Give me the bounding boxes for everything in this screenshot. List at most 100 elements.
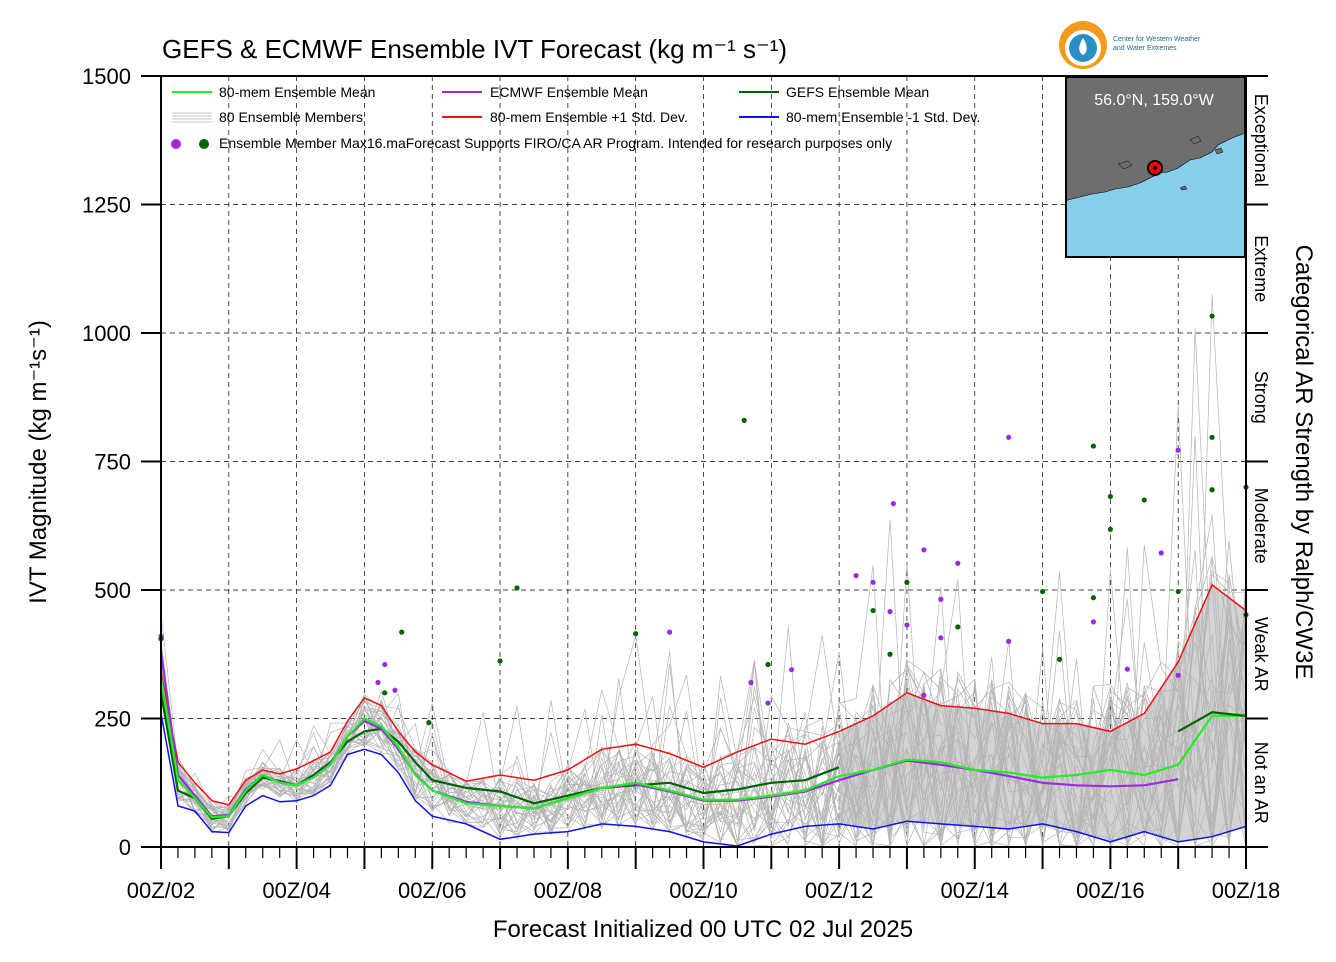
ecmwf-max-point <box>765 700 771 706</box>
y-tick-label: 750 <box>94 450 131 475</box>
ecmwf-max-point <box>789 667 795 673</box>
y-tick-label: 1000 <box>82 321 131 346</box>
gefs-max-point <box>870 607 876 614</box>
x-tick-label: 00Z/16 <box>1076 878 1145 903</box>
ensemble-member-line <box>161 573 1246 847</box>
legend-mean: 80-mem Ensemble Mean <box>219 84 375 100</box>
ensemble-member-line <box>161 405 1246 847</box>
ecmwf-max-point <box>1158 550 1164 556</box>
ensemble-member-line <box>161 685 1246 847</box>
ecmwf-max-point <box>938 635 944 641</box>
ensemble-mean-line <box>161 677 840 819</box>
y-tick-label: 500 <box>94 578 131 603</box>
gefs-max-point <box>1039 588 1046 595</box>
ensemble-member-line <box>161 641 1246 847</box>
gefs-max-point <box>1090 595 1097 601</box>
ecmwf-max-point <box>870 579 876 585</box>
legend-members: 80 Ensemble Members <box>219 109 363 125</box>
ecmwf-max-point <box>1006 434 1012 440</box>
ecmwf-max-point <box>392 687 398 693</box>
logo-text-line1: Center for Western Weather <box>1113 36 1201 43</box>
inset-map: 56.0°N, 159.0°W <box>1065 76 1246 258</box>
gefs-max-point <box>382 690 388 696</box>
gefs-max-point <box>955 624 961 630</box>
gefs-max-point <box>1090 443 1097 449</box>
gefs-max-point <box>633 631 639 637</box>
legend-max-note: Ensemble Member Max16.maForecast Support… <box>219 135 892 151</box>
x-tick-label: 00Z/04 <box>262 878 331 903</box>
ecmwf-max-point <box>853 573 859 579</box>
max-points <box>158 313 1249 726</box>
y-tick-label: 1250 <box>82 193 131 218</box>
plus-sd-line <box>161 583 1246 806</box>
ecmwf-max-point <box>1175 447 1181 453</box>
logo-text-line2: and Water Extremes <box>1113 45 1177 52</box>
x-tick-label: 00Z/12 <box>805 878 874 903</box>
y-axis-label: IVT Magnitude (kg m⁻¹s⁻¹) <box>25 320 52 604</box>
ecmwf-max-point <box>921 692 927 698</box>
ecmwf-max-point <box>938 596 944 602</box>
x-tick-label: 00Z/08 <box>534 878 603 903</box>
y-tick-label: 0 <box>119 835 131 860</box>
gefs-mean-line-late <box>1177 711 1246 733</box>
ecmwf-max-point <box>904 622 910 628</box>
category-label: Extreme <box>1251 235 1271 302</box>
legend: 80-mem Ensemble Mean ECMWF Ensemble Mean… <box>171 84 980 151</box>
gefs-max-point <box>1209 313 1215 319</box>
legend-ecmwf: ECMWF Ensemble Mean <box>490 84 648 100</box>
y-axis: 0 250 500 750 1000 1250 1500 <box>82 64 161 860</box>
ecmwf-max-point <box>955 560 961 566</box>
legend-gefs: GEFS Ensemble Mean <box>786 84 929 100</box>
ensemble-member-line <box>161 620 1246 847</box>
gefs-max-point <box>1107 493 1113 500</box>
gefs-max-point <box>887 651 893 657</box>
gefs-max-point <box>1175 588 1181 595</box>
x-axis: 00Z/02 00Z/04 00Z/06 00Z/08 00Z/10 00Z/12 00Z/… <box>127 847 1281 903</box>
gefs-max-point <box>1209 434 1215 440</box>
ensemble-member-line <box>161 575 1246 847</box>
category-label: Strong <box>1251 371 1271 424</box>
gefs-max-point <box>497 658 503 664</box>
x-tick-label: 00Z/14 <box>941 878 1010 903</box>
category-label: Moderate <box>1251 488 1271 564</box>
chart-title: GEFS & ECMWF Ensemble IVT Forecast (kg m… <box>162 34 787 64</box>
ecmwf-max-point <box>887 608 893 615</box>
x-axis-label: Forecast Initialized 00 UTC 02 Jul 2025 <box>493 916 913 943</box>
inset-location-label: 56.0°N, 159.0°W <box>1094 92 1214 109</box>
ecmwf-max-point <box>890 501 896 507</box>
minus-sd-line <box>161 713 1246 847</box>
category-label: Weak AR <box>1251 617 1271 692</box>
ensemble-member-line <box>161 556 1246 847</box>
ensemble-members <box>161 294 1246 847</box>
ecmwf-max-point <box>921 547 927 553</box>
x-tick-label: 00Z/18 <box>1212 878 1281 903</box>
y-tick-label: 250 <box>94 707 131 732</box>
ecmwf-max-point <box>666 629 673 635</box>
ecmwf-max-point <box>1006 638 1012 645</box>
gefs-max-point <box>1056 656 1063 662</box>
gefs-max-point <box>426 720 432 726</box>
gefs-max-point <box>904 579 910 585</box>
ecmwf-max-point <box>1124 666 1130 672</box>
right-category-axis: Not an AR Weak AR Moderate Strong Extreme Exc… <box>1246 75 1271 848</box>
ecmwf-max-point <box>1175 672 1181 678</box>
right-axis-label: Categorical AR Strength by Ralph/CW3E <box>1290 245 1317 680</box>
category-label: Exceptional <box>1251 94 1271 187</box>
ensemble-mean-line-late <box>838 714 1246 779</box>
ecmwf-max-point <box>382 661 388 668</box>
ecmwf-max-point <box>375 679 381 686</box>
gefs-max-point <box>765 661 771 668</box>
gefs-max-point <box>1107 526 1113 532</box>
cw3e-logo: Center for Western Weather and Water Ext… <box>1059 21 1201 69</box>
ecmwf-max-point <box>1090 619 1097 625</box>
gefs-max-point <box>399 629 405 635</box>
legend-plus-sd: 80-mem Ensemble +1 Std. Dev. <box>490 109 688 125</box>
gefs-max-point <box>1209 487 1215 493</box>
legend-minus-sd: 80-mem Ensemble -1 Std. Dev. <box>786 109 980 125</box>
ecmwf-max-point <box>748 679 754 686</box>
x-tick-label: 00Z/06 <box>398 878 467 903</box>
category-label: Not an AR <box>1251 742 1271 824</box>
gefs-max-point <box>514 585 520 591</box>
gefs-max-point <box>1141 497 1147 503</box>
